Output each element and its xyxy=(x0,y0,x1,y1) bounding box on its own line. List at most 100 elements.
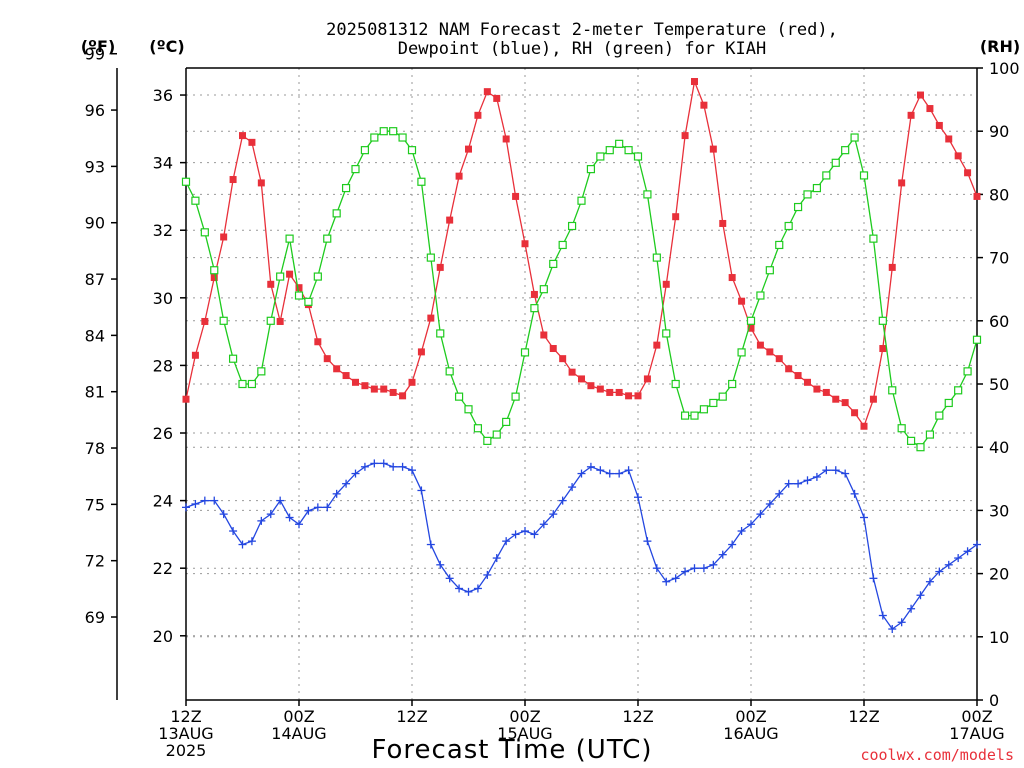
temperature-point xyxy=(239,132,246,140)
dewpoint-point xyxy=(907,604,916,613)
rh-point xyxy=(426,253,435,262)
rh-point xyxy=(520,348,530,357)
dewpoint-point xyxy=(191,499,200,508)
temperature-point xyxy=(964,169,972,177)
dewpoint-point xyxy=(794,479,803,488)
rh-point xyxy=(210,266,219,275)
rh-point xyxy=(304,297,313,306)
series-line-dewpoint xyxy=(185,462,978,630)
temperature-point xyxy=(917,91,924,99)
rh-point xyxy=(775,240,784,250)
dewpoint-point xyxy=(765,499,774,508)
temperature-point xyxy=(408,378,416,386)
dewpoint-point xyxy=(728,540,737,549)
f-tick-label: 96 xyxy=(85,101,105,120)
rh-point xyxy=(502,417,511,427)
temperature-point xyxy=(643,375,651,383)
rh-point xyxy=(389,127,398,136)
rh-point xyxy=(313,272,322,281)
dewpoint-point xyxy=(615,469,624,478)
rh-point xyxy=(841,146,850,155)
c-tick-label: 36 xyxy=(153,86,173,105)
dewpoint-point xyxy=(963,547,972,556)
rh-point xyxy=(633,152,643,161)
dewpoint-point xyxy=(398,462,407,471)
dewpoint-point xyxy=(351,469,360,478)
rh-point xyxy=(963,367,972,376)
temperature-point xyxy=(201,317,209,325)
dewpoint-point xyxy=(379,459,388,468)
temperature-point xyxy=(719,219,727,227)
rh-point xyxy=(652,253,661,262)
dewpoint-point xyxy=(756,510,765,519)
temperature-point xyxy=(380,385,388,393)
x-tick-label: 12Z xyxy=(848,707,879,726)
rh-point xyxy=(492,430,501,439)
dewpoint-point xyxy=(219,510,228,519)
rh-point xyxy=(238,379,247,389)
dewpoint-point xyxy=(464,587,473,596)
dewpoint-point xyxy=(699,564,708,573)
dewpoint-point xyxy=(803,476,812,485)
rh-point xyxy=(925,430,935,439)
rh-point xyxy=(746,316,756,325)
dewpoint-point xyxy=(935,567,944,576)
rh-point xyxy=(709,398,718,408)
dewpoint-point xyxy=(944,560,953,569)
rh-point xyxy=(539,285,548,294)
temperature-point xyxy=(700,101,708,109)
temperature-point xyxy=(465,145,472,153)
temperature-point xyxy=(841,399,849,407)
temperature-point xyxy=(775,355,783,363)
x-tick-label: 16AUG xyxy=(723,724,778,743)
dewpoint-point xyxy=(539,520,548,529)
rh-point xyxy=(379,127,388,136)
rh-point xyxy=(417,177,426,186)
temperature-point xyxy=(417,348,425,356)
f-tick-label: 93 xyxy=(85,157,105,176)
temperature-point xyxy=(530,290,538,298)
dewpoint-point xyxy=(605,469,614,478)
f-tick-label: 72 xyxy=(85,552,105,571)
dewpoint-point xyxy=(417,486,426,495)
x-tick-label: 13AUG xyxy=(158,724,213,743)
temperature-point xyxy=(483,88,491,96)
temperature-point xyxy=(474,111,482,119)
chart-title-line2: Dewpoint (blue), RH (green) for KIAH xyxy=(398,39,766,59)
dewpoint-point xyxy=(747,520,755,529)
rh-point xyxy=(878,316,887,325)
temperature-point xyxy=(606,388,614,396)
dewpoint-point xyxy=(558,496,567,505)
rh-point xyxy=(398,133,407,142)
dewpoint-point xyxy=(229,527,238,536)
dewpoint-point xyxy=(266,510,275,519)
rh-point xyxy=(181,177,191,186)
temperature-point xyxy=(954,152,962,160)
rh-point xyxy=(831,158,840,167)
dewpoint-point xyxy=(549,510,558,519)
rh-point xyxy=(671,379,680,389)
rh-point xyxy=(718,392,727,401)
dewpoint-point xyxy=(247,537,256,546)
dewpoint-point xyxy=(897,618,906,627)
rh-point xyxy=(869,234,878,243)
temperature-point xyxy=(559,355,567,363)
dewpoint-point xyxy=(709,560,718,569)
temperature-point xyxy=(587,382,595,390)
dewpoint-point xyxy=(342,479,351,488)
rh-point xyxy=(549,259,558,269)
dewpoint-point xyxy=(445,574,454,583)
temperature-point xyxy=(653,341,661,349)
rh-point xyxy=(276,272,285,281)
temperature-point xyxy=(493,94,501,102)
temperature-point xyxy=(766,348,774,356)
rh-point xyxy=(737,348,746,357)
dewpoint-point xyxy=(360,462,369,471)
temperature-point xyxy=(691,78,698,86)
rh-tick-label: 40 xyxy=(989,438,1009,457)
temperature-point xyxy=(804,378,811,386)
dewpoint-point xyxy=(916,591,925,600)
f-tick-label: 87 xyxy=(85,270,105,289)
rh-point xyxy=(605,146,614,155)
rh-point xyxy=(906,436,916,445)
